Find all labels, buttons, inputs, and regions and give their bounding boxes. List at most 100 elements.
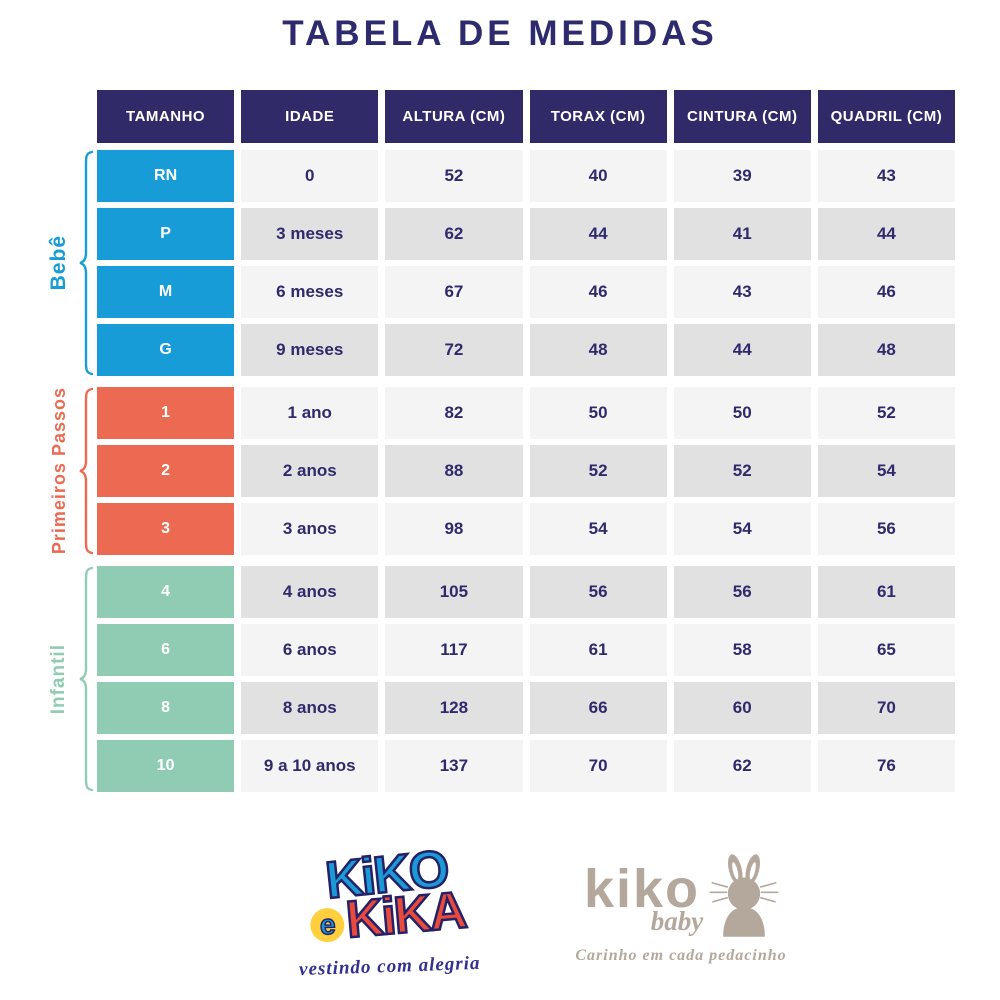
value-cell: 6 anos [241, 624, 379, 676]
table-row: 10 9 a 10 anos 137 70 62 76 [97, 740, 955, 792]
value-cell: 3 meses [241, 208, 379, 260]
value-cell: 48 [817, 324, 955, 376]
kiko-baby-logo: kiko baby [556, 845, 806, 965]
size-cell: M [97, 266, 235, 318]
value-cell: 46 [817, 266, 955, 318]
e-badge: e [310, 907, 346, 943]
value-cell: 62 [673, 740, 811, 792]
value-cell: 62 [385, 208, 523, 260]
value-cell: 50 [529, 387, 667, 439]
bunny-icon [709, 854, 779, 937]
value-cell: 56 [817, 503, 955, 555]
kiko-baby-name: kiko [583, 859, 701, 919]
value-cell: 44 [817, 208, 955, 260]
header-quadril: QUADRIL (CM) [817, 90, 955, 143]
value-cell: 66 [529, 682, 667, 734]
brace-bebe-icon [78, 150, 94, 376]
size-cell: 8 [97, 682, 235, 734]
value-cell: 40 [529, 150, 667, 202]
value-cell: 52 [673, 445, 811, 497]
kiko-e-kika-logo: KiKO e KiKA vestindo com alegria [286, 839, 490, 981]
size-group: RN 0 52 40 39 43 P 3 meses 62 44 41 44 M 6 meses 67 46 4… [97, 150, 955, 376]
value-cell: 9 a 10 anos [241, 740, 379, 792]
value-cell: 52 [529, 445, 667, 497]
value-cell: 50 [673, 387, 811, 439]
value-cell: 1 ano [241, 387, 379, 439]
size-cell: 10 [97, 740, 235, 792]
header-tamanho: TAMANHO [97, 90, 235, 143]
size-cell: 1 [97, 387, 235, 439]
value-cell: 3 anos [241, 503, 379, 555]
group-label-bebe: Bebê [47, 235, 70, 291]
value-cell: 72 [385, 324, 523, 376]
value-cell: 54 [529, 503, 667, 555]
value-cell: 6 meses [241, 266, 379, 318]
value-cell: 82 [385, 387, 523, 439]
value-cell: 9 meses [241, 324, 379, 376]
value-cell: 39 [673, 150, 811, 202]
value-cell: 70 [817, 682, 955, 734]
kiko-baby-wordmark: kiko baby [556, 845, 806, 945]
value-cell: 43 [673, 266, 811, 318]
table-row: RN 0 52 40 39 43 [97, 150, 955, 202]
kika-word: e KiKA [287, 880, 489, 950]
value-cell: 98 [385, 503, 523, 555]
value-cell: 128 [385, 682, 523, 734]
group-label-primeiros-passos: Primeiros Passos [48, 387, 69, 555]
value-cell: 76 [817, 740, 955, 792]
header-torax: TORAX (CM) [529, 90, 667, 143]
value-cell: 88 [385, 445, 523, 497]
value-cell: 60 [673, 682, 811, 734]
value-cell: 52 [385, 150, 523, 202]
value-cell: 52 [817, 387, 955, 439]
size-cell: P [97, 208, 235, 260]
value-cell: 41 [673, 208, 811, 260]
group-label-infantil: Infantil [48, 643, 69, 715]
table-body: RN 0 52 40 39 43 P 3 meses 62 44 41 44 M 6 meses 67 46 4… [97, 150, 955, 792]
value-cell: 56 [673, 566, 811, 618]
header-altura: ALTURA (CM) [385, 90, 523, 143]
value-cell: 54 [673, 503, 811, 555]
kiko-baby-tagline: Carinho em cada pedacinho [575, 947, 787, 964]
value-cell: 46 [529, 266, 667, 318]
brace-infantil-icon [78, 566, 94, 792]
size-cell: 6 [97, 624, 235, 676]
measurements-table: TAMANHO IDADE ALTURA (CM) TORAX (CM) CIN… [97, 90, 955, 792]
size-cell: 3 [97, 503, 235, 555]
table-header-row: TAMANHO IDADE ALTURA (CM) TORAX (CM) CIN… [97, 90, 955, 143]
value-cell: 0 [241, 150, 379, 202]
value-cell: 4 anos [241, 566, 379, 618]
value-cell: 137 [385, 740, 523, 792]
value-cell: 48 [529, 324, 667, 376]
size-cell: G [97, 324, 235, 376]
value-cell: 2 anos [241, 445, 379, 497]
value-cell: 8 anos [241, 682, 379, 734]
value-cell: 70 [529, 740, 667, 792]
page-title: TABELA DE MEDIDAS [282, 14, 718, 53]
value-cell: 43 [817, 150, 955, 202]
value-cell: 65 [817, 624, 955, 676]
size-cell: RN [97, 150, 235, 202]
size-cell: 4 [97, 566, 235, 618]
value-cell: 61 [529, 624, 667, 676]
header-cintura: CINTURA (CM) [673, 90, 811, 143]
value-cell: 44 [673, 324, 811, 376]
header-idade: IDADE [241, 90, 379, 143]
value-cell: 61 [817, 566, 955, 618]
kiko-e-kika-tagline: vestindo com alegria [298, 952, 481, 980]
brace-primeiros-passos-icon [78, 387, 94, 555]
size-cell: 2 [97, 445, 235, 497]
kiko-baby-sub: baby [650, 906, 704, 936]
value-cell: 117 [385, 624, 523, 676]
